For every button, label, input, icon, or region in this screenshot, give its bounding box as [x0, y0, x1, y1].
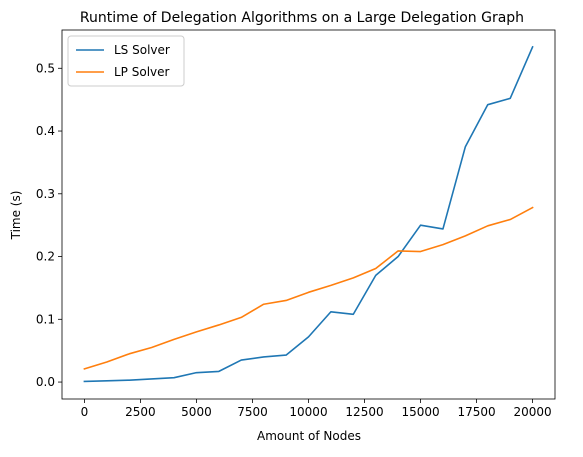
- x-axis-label: Amount of Nodes: [257, 429, 361, 443]
- y-tick-label: 0.3: [36, 187, 55, 201]
- series-line-ls-solver: [83, 45, 534, 383]
- y-tick-label: 0.4: [36, 124, 55, 138]
- legend: LS Solver LP Solver: [67, 35, 185, 87]
- y-tick-label: 0.0: [36, 375, 55, 389]
- legend-label: LS Solver: [114, 43, 170, 57]
- legend-label: LP Solver: [114, 65, 170, 79]
- y-tick-label: 0.1: [36, 312, 55, 326]
- x-tick-label: 20000: [513, 405, 551, 419]
- legend-box: [67, 35, 185, 87]
- x-tick-label: 0: [81, 405, 89, 419]
- y-tick-label: 0.2: [36, 250, 55, 264]
- x-tick-label: 10000: [289, 405, 327, 419]
- x-tick-label: 5000: [181, 405, 212, 419]
- series-layer: [83, 45, 534, 383]
- x-tick-label: 7500: [237, 405, 268, 419]
- series-line-lp-solver: [83, 206, 534, 370]
- x-tick-label: 2500: [125, 405, 156, 419]
- x-tick-label: 17500: [457, 405, 495, 419]
- y-axis-label: Time (s): [9, 191, 23, 241]
- x-tick-label: 12500: [345, 405, 383, 419]
- chart-title: Runtime of Delegation Algorithms on a La…: [80, 10, 524, 26]
- x-tick-label: 15000: [401, 405, 439, 419]
- axes-layer: 0 2500 5000 7500 10000 12500 15000 17500 20000 0.…: [36, 29, 556, 419]
- y-tick-label: 0.5: [36, 61, 55, 75]
